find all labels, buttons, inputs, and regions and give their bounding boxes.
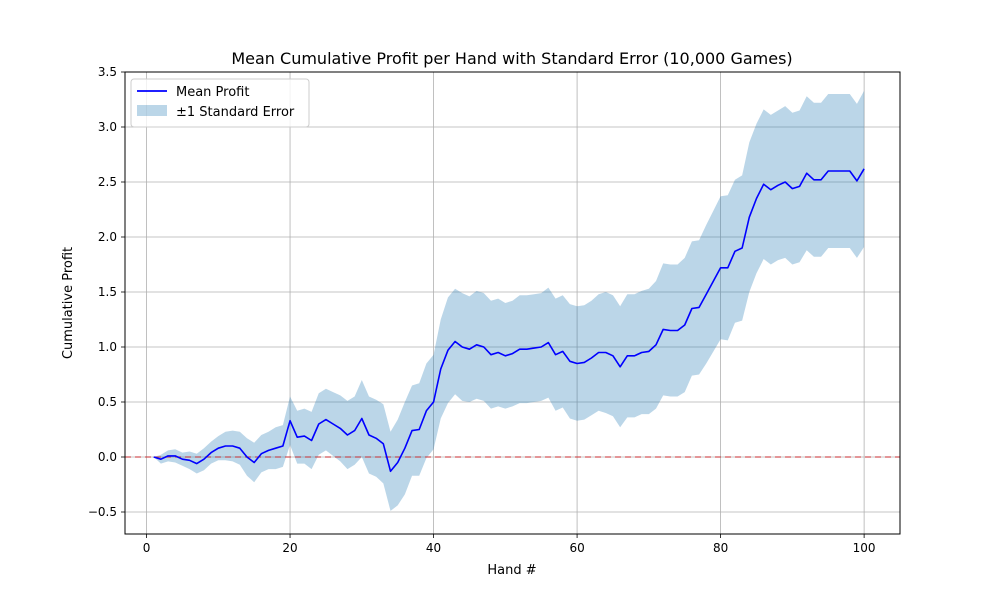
mean-line-layer <box>153 168 865 473</box>
y-tick-label: 1.5 <box>98 285 117 299</box>
y-tick-label: 3.0 <box>98 120 117 134</box>
y-tick-label: 3.5 <box>98 65 117 79</box>
x-tick-label: 100 <box>853 541 876 555</box>
mean-profit-line <box>153 168 865 473</box>
standard-error-band <box>153 90 865 511</box>
x-axis: 0 20 40 60 80 100 <box>143 534 876 555</box>
legend-standard-error-label: ±1 Standard Error <box>176 105 295 120</box>
legend: Mean Profit ±1 Standard Error <box>130 78 310 128</box>
y-tick-label: 2.5 <box>98 175 117 189</box>
y-axis: −0.5 0.0 0.5 1.0 1.5 2.0 2.5 3.0 3.5 <box>88 65 125 519</box>
plot-frame <box>124 71 901 535</box>
y-axis-label: Cumulative Profit <box>61 247 76 359</box>
legend-standard-error-swatch <box>137 105 167 116</box>
x-tick-label: 80 <box>713 541 728 555</box>
y-tick-label: 1.0 <box>98 340 117 354</box>
y-tick-label: −0.5 <box>88 505 117 519</box>
x-tick-label: 40 <box>426 541 441 555</box>
y-tick-label: 0.5 <box>98 395 117 409</box>
x-tick-label: 0 <box>143 541 151 555</box>
x-tick-label: 20 <box>282 541 297 555</box>
y-tick-label: 2.0 <box>98 230 117 244</box>
legend-box <box>130 78 310 128</box>
x-axis-label: Hand # <box>487 563 536 578</box>
error-band-layer <box>153 90 865 511</box>
chart-title: Mean Cumulative Profit per Hand with Sta… <box>231 49 792 68</box>
x-tick-label: 60 <box>569 541 584 555</box>
y-tick-label: 0.0 <box>98 450 117 464</box>
legend-mean-profit-label: Mean Profit <box>176 85 249 100</box>
